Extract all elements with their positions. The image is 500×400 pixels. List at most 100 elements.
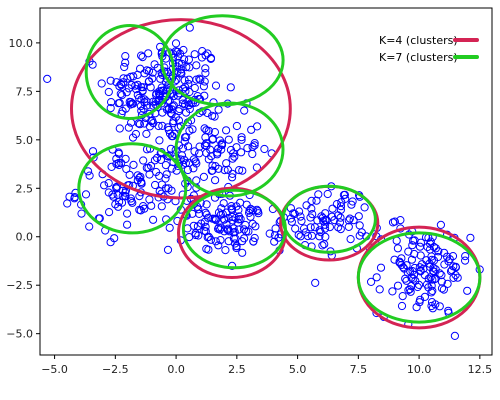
data-point xyxy=(232,121,241,131)
data-point xyxy=(427,298,437,307)
data-point xyxy=(195,209,204,218)
data-point xyxy=(345,214,354,223)
data-point xyxy=(146,161,156,170)
data-point xyxy=(461,256,470,265)
data-point xyxy=(151,180,160,190)
data-point xyxy=(429,256,439,265)
data-point xyxy=(318,241,327,250)
data-point xyxy=(222,126,231,135)
data-point xyxy=(192,176,201,185)
data-point xyxy=(167,109,176,119)
data-point xyxy=(214,241,223,250)
data-point xyxy=(151,97,160,106)
data-point xyxy=(138,53,147,62)
legend: K=4 (clusters) K=7 (clusters) xyxy=(379,34,479,64)
data-point xyxy=(202,139,211,148)
data-point xyxy=(249,237,258,246)
x-tick-label: 0.0 xyxy=(167,363,185,376)
y-tick-label: 0.0 xyxy=(16,231,34,244)
data-point xyxy=(146,83,155,92)
data-point xyxy=(136,64,145,73)
data-point xyxy=(117,158,126,168)
data-point xyxy=(114,202,123,211)
data-point xyxy=(314,190,323,199)
data-point xyxy=(147,201,156,210)
data-point xyxy=(121,52,130,61)
data-point xyxy=(248,219,257,228)
data-point xyxy=(286,204,295,213)
data-point xyxy=(199,82,208,91)
data-point xyxy=(137,51,146,60)
data-point xyxy=(211,81,221,90)
data-point xyxy=(117,91,127,100)
data-point xyxy=(164,105,174,114)
data-point xyxy=(354,212,363,221)
data-point xyxy=(213,150,222,159)
data-point xyxy=(318,213,327,222)
data-point xyxy=(321,224,330,233)
data-point xyxy=(244,227,253,236)
data-point xyxy=(409,236,418,245)
data-point xyxy=(150,156,159,165)
data-point xyxy=(118,191,127,201)
data-point xyxy=(220,215,229,224)
data-point xyxy=(149,101,158,110)
data-point xyxy=(204,155,213,164)
data-point xyxy=(123,220,132,229)
data-point xyxy=(238,166,247,175)
data-point xyxy=(424,274,433,283)
data-point xyxy=(158,108,167,117)
data-point xyxy=(122,164,131,174)
data-point xyxy=(142,129,151,138)
data-point xyxy=(84,167,93,176)
y-tick-label: 5.0 xyxy=(16,134,34,147)
data-point xyxy=(396,216,405,225)
data-point xyxy=(325,223,334,232)
data-point xyxy=(253,122,262,131)
data-point xyxy=(232,242,241,251)
data-point xyxy=(182,63,191,72)
data-point xyxy=(156,74,165,83)
y-axis: −5.0 −2.5 0.0 2.5 5.0 7.5 10.0 xyxy=(6,37,40,341)
data-point xyxy=(344,222,353,231)
data-point xyxy=(166,144,175,153)
k7-cluster-ellipse-2 xyxy=(160,14,285,107)
data-point xyxy=(116,89,125,99)
data-point xyxy=(423,242,432,252)
data-point xyxy=(149,97,158,106)
data-point xyxy=(158,121,167,131)
data-point xyxy=(107,162,116,171)
data-point xyxy=(169,119,178,128)
data-points xyxy=(43,23,484,340)
data-point xyxy=(397,301,407,311)
data-point xyxy=(393,244,402,253)
data-point xyxy=(323,189,332,199)
data-point xyxy=(180,76,189,85)
x-tick-label: 10.0 xyxy=(407,363,432,376)
data-point xyxy=(128,198,137,207)
data-point xyxy=(123,209,132,218)
data-point xyxy=(162,170,171,179)
data-point xyxy=(437,284,447,293)
data-point xyxy=(140,98,149,107)
data-point xyxy=(181,159,190,168)
data-point xyxy=(138,87,147,96)
legend-label-k7: K=7 (clusters) xyxy=(379,51,458,64)
data-point xyxy=(204,245,213,254)
data-point xyxy=(444,257,453,266)
data-point xyxy=(121,191,130,201)
data-point xyxy=(431,265,440,274)
data-point xyxy=(211,176,220,185)
data-point xyxy=(121,154,130,163)
data-point xyxy=(144,66,154,76)
data-point xyxy=(312,196,321,205)
data-point xyxy=(200,77,209,86)
data-point xyxy=(85,171,94,180)
data-point xyxy=(185,126,194,135)
data-point xyxy=(201,69,210,78)
x-axis: −5.0 −2.5 0.0 2.5 5.0 7.5 10.0 12.5 xyxy=(41,355,492,376)
data-point xyxy=(214,105,223,114)
data-point xyxy=(114,158,123,168)
data-point xyxy=(196,75,205,85)
data-point xyxy=(226,145,236,155)
